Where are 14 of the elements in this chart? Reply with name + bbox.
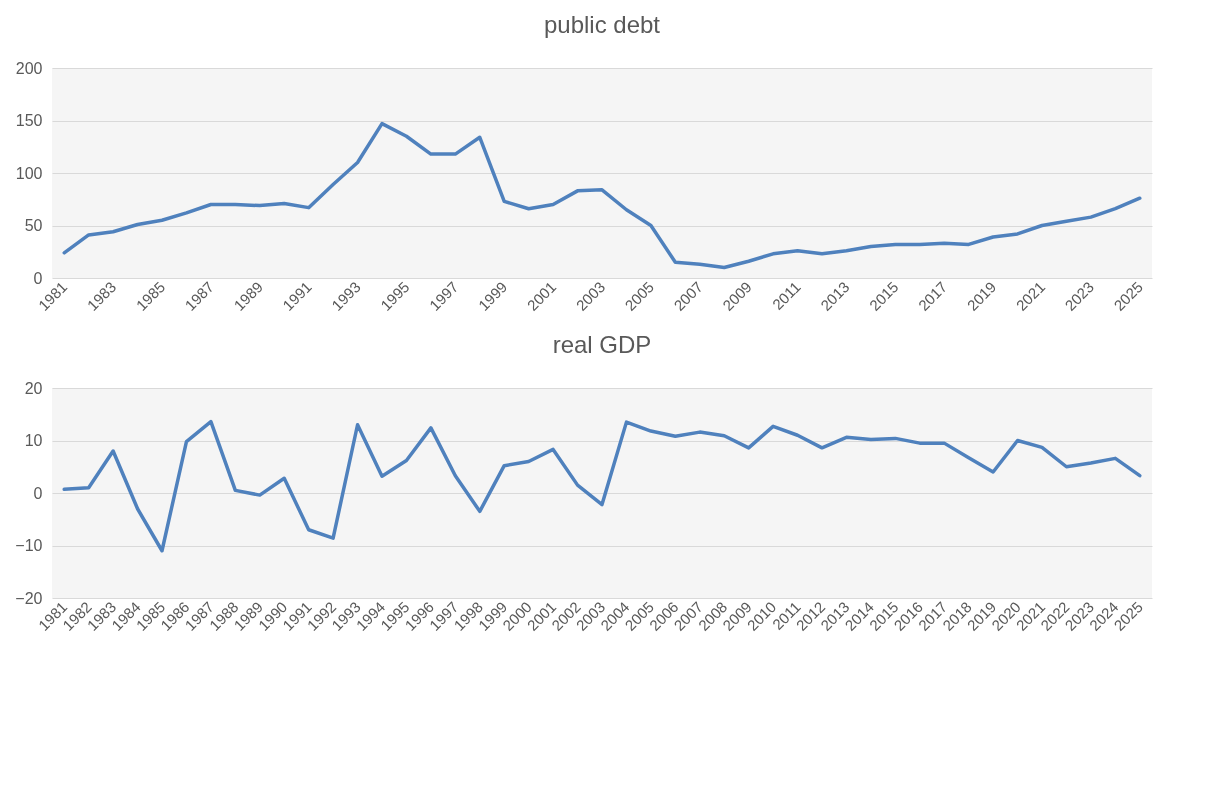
line-series (62, 419, 1142, 553)
y-tick-label: 100 (15, 164, 43, 182)
y-tick-label: −20 (15, 589, 43, 607)
y-tick-label: 0 (33, 269, 43, 287)
y-tick-label: 50 (24, 217, 43, 234)
chart-title: public debt (543, 11, 661, 38)
chart-title: real GDP (552, 331, 652, 358)
line-series (62, 121, 1142, 270)
y-tick-label: 20 (24, 379, 43, 397)
y-tick-label: −10 (15, 537, 43, 554)
y-tick-label: 10 (24, 432, 43, 449)
y-tick-label: 200 (15, 59, 43, 77)
y-tick-label: 150 (15, 112, 43, 129)
y-tick-label: 0 (33, 484, 43, 502)
